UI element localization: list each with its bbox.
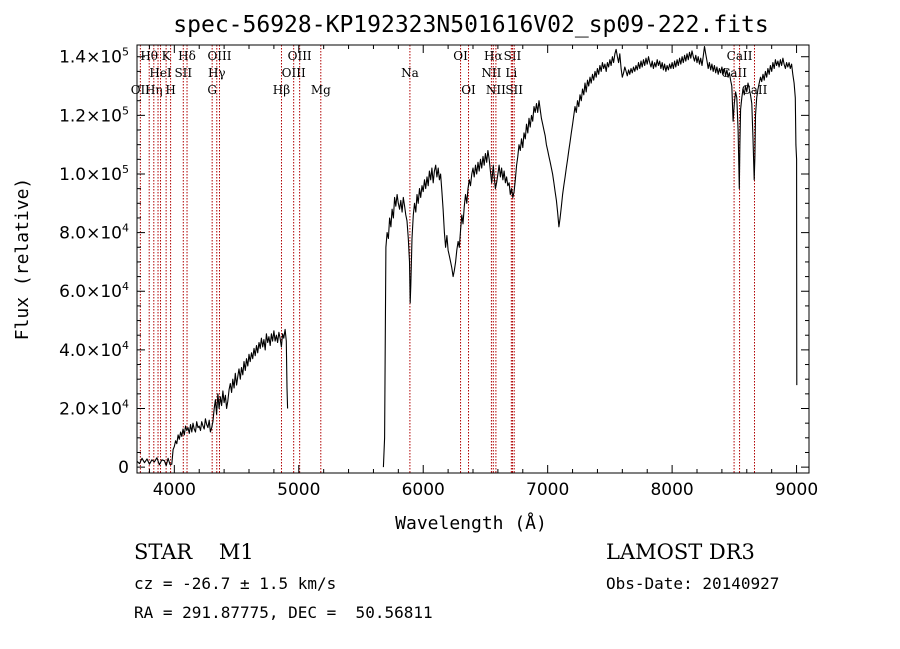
spectral-line-label: Hβ <box>273 83 290 97</box>
y-tick-label: 2.0×104 <box>59 398 129 420</box>
spectral-line-label: K <box>162 49 172 63</box>
y-tick-label: 1.2×105 <box>59 104 129 126</box>
x-tick-label: 7000 <box>526 480 569 500</box>
y-tick-mantissa: 1.2×10 <box>59 106 122 126</box>
ra-dec-coordinates: RA = 291.87775, DEC = 50.56811 <box>134 603 433 622</box>
y-tick-exponent: 5 <box>122 46 129 59</box>
y-tick-exponent: 4 <box>122 398 129 411</box>
spectral-line-label: OIII <box>288 49 312 63</box>
spectral-line-label: OIII <box>207 49 231 63</box>
spectral-line-label: G <box>207 83 217 97</box>
redshift-velocity: cz = -26.7 ± 1.5 km/s <box>134 574 337 593</box>
spectral-line-label: Mg <box>311 83 331 97</box>
y-tick-mantissa: 1.4×10 <box>59 48 122 68</box>
spectral-line-label: CaII <box>727 49 753 63</box>
spectral-line-label: Hα <box>484 49 503 63</box>
y-tick-label: 1.4×105 <box>59 46 129 68</box>
x-tick-label: 6000 <box>402 480 445 500</box>
spectral-line-label: H <box>165 83 175 97</box>
spectral-line-label: Hθ <box>140 49 158 63</box>
x-tick-label: 9000 <box>775 480 818 500</box>
spectral-line-label: SII <box>174 66 192 80</box>
y-tick-exponent: 5 <box>122 163 129 176</box>
y-tick-exponent: 4 <box>122 339 129 352</box>
spectral-line-label: Hγ <box>208 66 226 80</box>
spectral-line-label: OII <box>131 83 151 97</box>
spectral-line-label: HeI <box>149 66 172 80</box>
spectral-line-label: OI <box>461 83 476 97</box>
plot-frame <box>136 44 810 474</box>
spectral-line-label: SII <box>504 49 522 63</box>
y-tick-exponent: 4 <box>122 222 129 235</box>
spectrum-line <box>136 45 798 468</box>
y-tick-mantissa: 8.0×10 <box>59 224 122 244</box>
x-tick-label: 8000 <box>650 480 693 500</box>
y-tick-mantissa: 2.0×10 <box>59 400 122 420</box>
spectral-lines: OII Hθ Hη HeI K H SII Hδ G Hγ OIII Hβ OIII OIII Mg Na OI… <box>131 45 768 473</box>
y-tick-label: 1.0×105 <box>59 163 129 185</box>
y-tick-label: 4.0×104 <box>59 339 129 361</box>
spectral-line-label: OIII <box>282 66 306 80</box>
spectral-line-label: Na <box>401 66 419 80</box>
chart-title: spec-56928-KP192323N501616V02_sp09-222.f… <box>173 12 768 38</box>
object-class: STAR M1 <box>134 540 254 564</box>
spectral-line-label: CaII <box>742 83 768 97</box>
y-tick-label: 8.0×104 <box>59 222 129 244</box>
x-tick-label: 5000 <box>277 480 320 500</box>
y-tick-exponent: 4 <box>122 280 129 293</box>
x-axis-label: Wavelength (Å) <box>395 512 547 534</box>
y-tick-mantissa: 0 <box>118 458 129 478</box>
axis-ticks: 4000 5000 6000 7000 8000 900002.0×1044.0×1046… <box>59 45 818 500</box>
y-tick-label: 0 <box>118 458 129 478</box>
spectral-line-label: NII <box>481 66 501 80</box>
y-axis-label: Flux (relative) <box>12 178 33 341</box>
observation-date: Obs-Date: 20140927 <box>606 574 780 593</box>
x-tick-label: 4000 <box>153 480 196 500</box>
survey-name: LAMOST DR3 <box>606 540 755 564</box>
spectral-line-label: OI <box>453 49 468 63</box>
y-tick-mantissa: 4.0×10 <box>59 341 122 361</box>
spectral-line-label: NII <box>486 83 506 97</box>
spectral-line-label: SII <box>505 83 523 97</box>
y-tick-mantissa: 6.0×10 <box>59 282 122 302</box>
y-tick-mantissa: 1.0×10 <box>59 165 122 185</box>
spectral-line-label: Hδ <box>178 49 196 63</box>
spectral-line-label: Hη <box>145 83 163 97</box>
y-tick-exponent: 5 <box>122 104 129 117</box>
y-tick-label: 6.0×104 <box>59 280 129 302</box>
spectral-line-label: Li <box>505 66 517 80</box>
